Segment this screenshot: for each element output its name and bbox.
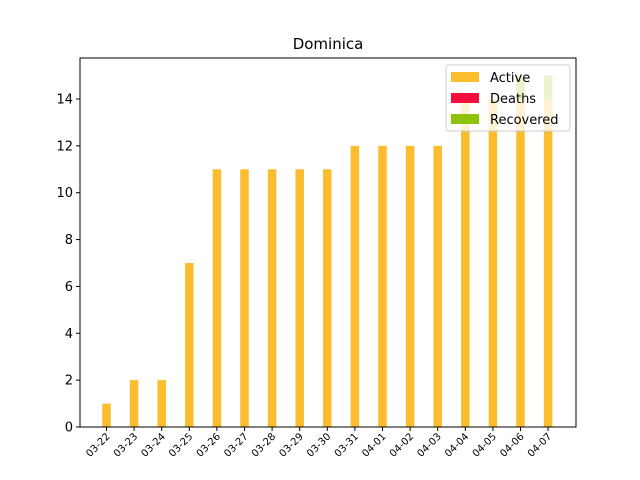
bar-active-04-07 bbox=[543, 99, 553, 427]
bar-active-03-28 bbox=[267, 169, 277, 428]
legend-label-recovered: Recovered bbox=[490, 113, 559, 128]
bar-active-04-06 bbox=[516, 99, 525, 427]
plot-frame bbox=[79, 57, 577, 428]
y-tick-label-2: 2 bbox=[65, 374, 73, 389]
legend-swatch-recovered bbox=[451, 114, 479, 124]
x-tick-label-04-02: 04-02 bbox=[388, 431, 416, 459]
x-tick-label-04-06: 04-06 bbox=[498, 431, 526, 459]
bar-active-03-24 bbox=[157, 380, 166, 427]
x-tick-label-04-07: 04-07 bbox=[526, 431, 554, 459]
x-tick-label-04-03: 04-03 bbox=[415, 431, 443, 459]
x-tick-label-04-05: 04-05 bbox=[471, 431, 499, 459]
bar-active-03-22 bbox=[102, 403, 111, 427]
bar-active-03-29 bbox=[295, 169, 304, 428]
x-tick-label-03-25: 03-25 bbox=[167, 431, 195, 459]
x-tick-label-03-27: 03-27 bbox=[222, 431, 250, 459]
y-tick-label-12: 12 bbox=[56, 139, 73, 154]
legend-label-active: Active bbox=[490, 71, 530, 86]
legend: Active Deaths Recovered bbox=[445, 64, 571, 132]
bar-active-03-25 bbox=[185, 263, 194, 427]
bar-active-04-05 bbox=[488, 99, 498, 427]
x-tick-label-03-22: 03-22 bbox=[84, 431, 112, 459]
x-tick-label-04-04: 04-04 bbox=[443, 431, 471, 459]
bar-active-03-26 bbox=[212, 169, 222, 428]
x-tick-label-03-23: 03-23 bbox=[112, 431, 140, 459]
bar-active-03-31 bbox=[350, 145, 360, 427]
bar-active-04-03 bbox=[433, 145, 442, 427]
bar-active-03-23 bbox=[129, 380, 139, 427]
legend-swatch-deaths bbox=[451, 93, 479, 103]
x-tick-label-03-30: 03-30 bbox=[305, 431, 333, 459]
bar-active-03-27 bbox=[240, 169, 249, 428]
x-tick-label-03-29: 03-29 bbox=[277, 431, 305, 459]
legend-swatch-active bbox=[451, 72, 479, 82]
legend-label-deaths: Deaths bbox=[490, 92, 536, 107]
y-tick-label-0: 0 bbox=[65, 421, 73, 436]
y-tick-label-6: 6 bbox=[65, 280, 73, 295]
x-tick-label-03-26: 03-26 bbox=[195, 431, 223, 459]
y-tick-label-4: 4 bbox=[65, 327, 73, 342]
bars-group bbox=[102, 75, 553, 428]
bar-active-03-30 bbox=[323, 169, 332, 428]
y-tick-label-14: 14 bbox=[56, 93, 73, 108]
x-tick-label-03-28: 03-28 bbox=[250, 431, 278, 459]
x-tick-label-03-31: 03-31 bbox=[333, 431, 361, 459]
y-tick-label-10: 10 bbox=[56, 186, 73, 201]
bar-active-04-02 bbox=[405, 145, 415, 427]
x-tick-label-04-01: 04-01 bbox=[360, 431, 388, 459]
y-tick-label-8: 8 bbox=[65, 233, 73, 248]
bar-active-04-01 bbox=[378, 145, 387, 427]
x-tick-label-03-24: 03-24 bbox=[139, 431, 167, 459]
chart-title: Dominica bbox=[293, 35, 364, 53]
bar-active-04-04 bbox=[461, 99, 470, 427]
